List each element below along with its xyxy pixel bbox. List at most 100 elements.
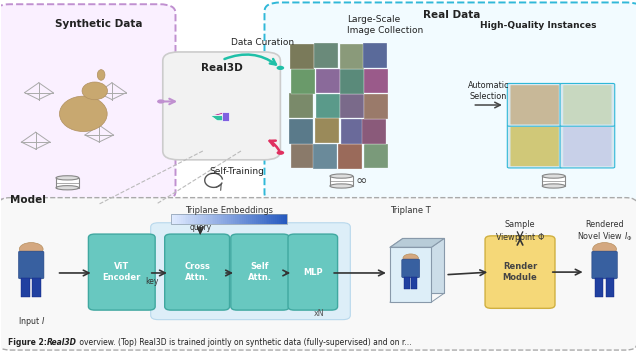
Bar [221,214,224,224]
FancyBboxPatch shape [288,234,337,310]
FancyBboxPatch shape [508,83,562,126]
Text: xN: xN [314,309,324,318]
Text: Figure 2:: Figure 2: [8,338,50,346]
FancyBboxPatch shape [402,259,420,278]
Bar [239,214,241,224]
Bar [182,214,185,224]
Circle shape [593,242,616,256]
Bar [595,278,604,297]
Bar [292,118,316,143]
Bar [184,214,187,224]
Bar [283,214,285,224]
Ellipse shape [56,176,79,180]
Bar [227,214,230,224]
Text: Cross
Attn.: Cross Attn. [184,262,210,282]
FancyBboxPatch shape [511,85,559,125]
Bar [204,214,206,224]
Bar [316,119,340,144]
Bar [22,278,30,297]
Bar [289,44,312,68]
Bar [339,68,364,93]
Bar [171,214,287,224]
Bar [262,214,264,224]
FancyBboxPatch shape [560,83,615,126]
Ellipse shape [330,184,353,188]
Bar [291,68,314,93]
FancyBboxPatch shape [485,236,555,308]
FancyBboxPatch shape [231,234,289,310]
Text: query: query [189,223,211,231]
Bar [256,214,259,224]
Bar [243,214,245,224]
Bar [337,93,362,118]
Bar [268,214,270,224]
Bar [190,214,193,224]
Bar [281,214,284,224]
Polygon shape [390,247,431,302]
Text: Self
Attn.: Self Attn. [248,262,272,282]
Ellipse shape [330,174,353,178]
Bar [229,214,232,224]
Ellipse shape [82,82,108,100]
Text: key: key [145,277,159,286]
Bar [32,278,41,297]
Circle shape [157,99,164,104]
Bar [542,176,565,186]
Bar [260,214,262,224]
Text: ∞: ∞ [356,174,367,188]
FancyBboxPatch shape [163,52,280,160]
Bar [175,214,177,224]
Text: Sample
Viewpoint $\Phi$: Sample Viewpoint $\Phi$ [495,220,545,244]
Bar [271,214,274,224]
Bar [171,214,173,224]
Text: Large-Scale
Image Collection: Large-Scale Image Collection [347,15,424,36]
Bar [180,214,183,224]
Bar [289,144,313,169]
FancyBboxPatch shape [563,85,612,125]
Bar [202,214,204,224]
Bar [192,214,195,224]
Circle shape [19,242,43,256]
Bar [341,44,365,69]
Ellipse shape [56,186,79,190]
Bar [314,68,337,93]
FancyBboxPatch shape [19,251,44,279]
Bar [365,93,390,118]
Bar [56,178,79,188]
Bar [241,214,243,224]
Polygon shape [211,116,228,121]
Bar [362,43,387,68]
Text: overview. (Top) Real3D is trained jointly on synthetic data (fully-supervised) a: overview. (Top) Real3D is trained jointl… [77,338,412,346]
Bar [188,214,191,224]
Bar [412,277,417,289]
Bar [223,214,226,224]
Ellipse shape [542,184,565,188]
FancyBboxPatch shape [88,234,155,310]
Circle shape [276,66,284,70]
Bar [339,144,363,169]
Bar [244,214,247,224]
Bar [363,118,387,143]
Bar [210,214,212,224]
Polygon shape [222,113,228,121]
Polygon shape [403,239,444,293]
Circle shape [276,151,284,155]
Bar [179,214,181,224]
FancyBboxPatch shape [0,4,175,201]
Bar [216,214,218,224]
Bar [315,144,339,168]
Bar [198,214,200,224]
Polygon shape [211,113,228,116]
Bar [279,214,282,224]
Bar [235,214,237,224]
Ellipse shape [542,174,565,178]
FancyBboxPatch shape [563,127,612,166]
Bar [225,214,228,224]
Text: Synthetic Data: Synthetic Data [55,19,142,29]
FancyBboxPatch shape [150,223,350,320]
Bar [248,214,251,224]
FancyBboxPatch shape [0,198,637,350]
Bar [313,44,337,68]
Bar [220,214,222,224]
Bar [273,214,276,224]
